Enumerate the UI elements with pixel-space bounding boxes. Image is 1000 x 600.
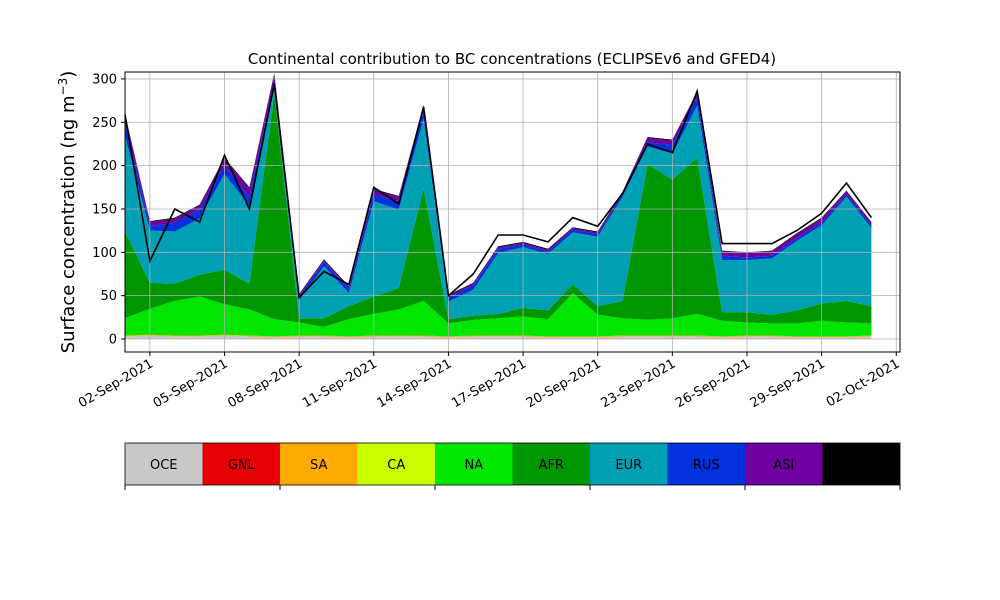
plot-frame	[124, 71, 901, 353]
legend-swatch-eur	[590, 443, 668, 485]
x-tick-label: 23-Sep-2021	[599, 356, 679, 411]
x-tick-label: 14-Sep-2021	[375, 356, 455, 411]
x-tick-label: 02-Oct-2021	[824, 356, 902, 410]
plot-area: 0 50 100 150 200 250 300 02-Sep-202105-Sep-202…	[76, 71, 902, 411]
stacked-areas	[125, 72, 872, 339]
legend-label-ca: CA	[387, 458, 405, 473]
total-concentration-line	[124, 83, 873, 300]
legend-swatch-aus	[822, 443, 900, 485]
x-tick-label: 02-Sep-2021	[76, 356, 156, 411]
y-axis-label-main: Surface concentration (ng m	[58, 95, 79, 353]
area-eur	[125, 89, 872, 320]
x-tick-label: 17-Sep-2021	[449, 356, 529, 411]
area-na	[125, 293, 872, 337]
legend-swatch-gnl	[202, 443, 280, 485]
legend-swatch-sa	[280, 443, 358, 485]
region-legend: OCE GNL SA CA NA AFR EUR RUS ASI AUS	[124, 442, 901, 490]
y-axis: 0 50 100 150 200 250 300	[92, 72, 125, 347]
legend-label-asi: ASI	[773, 458, 794, 473]
area-oce	[125, 335, 872, 339]
y-tick-label: 0	[109, 332, 117, 347]
legend-swatch-na	[435, 443, 513, 485]
legend-label-aus: AUS	[848, 458, 875, 473]
legend-label-oce: OCE	[150, 458, 178, 473]
x-tick-label: 29-Sep-2021	[748, 356, 828, 411]
legend-frame	[124, 442, 901, 486]
y-tick-label: 50	[100, 289, 117, 304]
legend-label-afr: AFR	[539, 458, 564, 473]
y-axis-label-close: )	[58, 71, 79, 78]
x-tick-label: 05-Sep-2021	[151, 356, 231, 411]
x-tick-label: 20-Sep-2021	[524, 356, 604, 411]
legend-swatch-ca	[357, 443, 435, 485]
area-afr	[125, 93, 872, 327]
y-tick-label: 150	[92, 202, 117, 217]
x-tick-label: 26-Sep-2021	[673, 356, 753, 411]
legend-label-na: NA	[464, 458, 483, 473]
grid-lines	[125, 72, 900, 352]
x-axis: 02-Sep-202105-Sep-202108-Sep-202111-Sep-…	[76, 352, 902, 411]
chart-title: Continental contribution to BC concentra…	[248, 50, 776, 68]
legend-swatch-asi	[745, 443, 823, 485]
legend-swatch-afr	[512, 443, 590, 485]
legend-label-gnl: GNL	[228, 458, 256, 473]
legend-label-rus: RUS	[693, 458, 720, 473]
y-tick-label: 300	[92, 72, 117, 87]
y-tick-label: 250	[92, 116, 117, 131]
y-tick-label: 200	[92, 159, 117, 174]
y-axis-label-exponent: −3	[56, 78, 70, 96]
legend-swatch-oce	[125, 443, 203, 485]
y-axis-label: Surface concentration (ng m−3)	[56, 71, 79, 354]
x-tick-label: 08-Sep-2021	[225, 356, 305, 411]
legend-label-eur: EUR	[615, 458, 642, 473]
legend-swatch-rus	[667, 443, 745, 485]
y-tick-label: 100	[92, 246, 117, 261]
x-tick-label: 11-Sep-2021	[300, 356, 380, 411]
legend-label-sa: SA	[310, 458, 327, 473]
area-sa	[125, 334, 872, 338]
